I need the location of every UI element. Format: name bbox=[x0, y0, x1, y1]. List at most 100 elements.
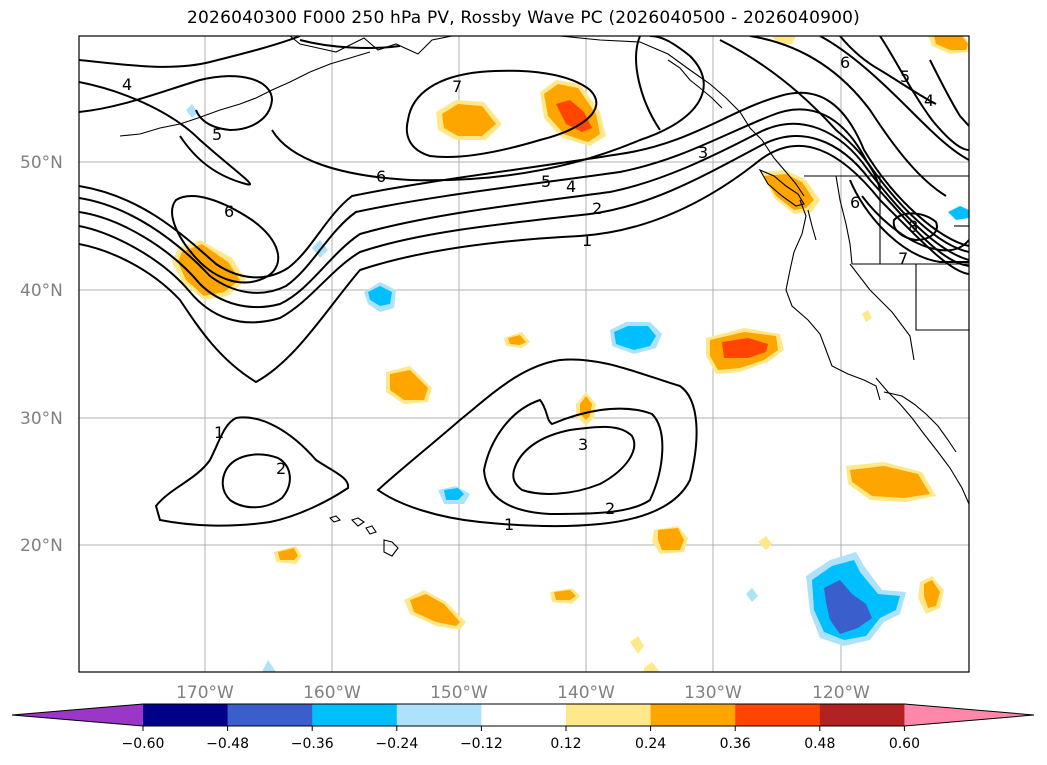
contour-label: 1 bbox=[214, 423, 224, 442]
contour-label: 2 bbox=[605, 499, 615, 518]
lat-label-40n: 40°N bbox=[20, 281, 63, 301]
colorbar-segment bbox=[227, 704, 313, 726]
contour-5-northwest bbox=[79, 75, 274, 132]
contour-6-east bbox=[849, 179, 969, 263]
contour-6-loop-west bbox=[171, 195, 280, 284]
contour-5-northeast bbox=[879, 36, 969, 151]
contour-label: 2 bbox=[592, 199, 602, 218]
colorbar-segment bbox=[650, 704, 736, 726]
contour-1-north bbox=[79, 144, 969, 384]
contour-label: 6 bbox=[224, 202, 234, 221]
colorbar-segment bbox=[735, 704, 821, 726]
positive-anomaly-blob bbox=[846, 462, 936, 502]
contour-label: 3 bbox=[698, 143, 708, 162]
lon-label-170w: 170°W bbox=[176, 683, 234, 703]
contour-label: 5 bbox=[900, 67, 910, 86]
contour-1-south bbox=[376, 358, 698, 528]
contour-label: 7 bbox=[452, 77, 462, 96]
positive-anomaly-blob bbox=[386, 366, 432, 404]
colorbar-tick-label: 0.48 bbox=[804, 736, 835, 752]
coastlines bbox=[119, 36, 969, 557]
negative-anomaly-blob bbox=[438, 486, 470, 504]
positive-anomaly-blob bbox=[928, 36, 969, 54]
colorbar-tick-label: −0.36 bbox=[291, 736, 334, 752]
contour-labels: 4 5 7 6 6 5 4 3 2 1 6 5 4 6 8 7 1 2 3 2 … bbox=[122, 53, 934, 534]
contour-4-top bbox=[299, 39, 401, 49]
negative-anomaly-blob bbox=[806, 552, 906, 646]
contour-1-south-west bbox=[154, 416, 350, 527]
map-area bbox=[79, 36, 969, 672]
contour-label: 5 bbox=[541, 172, 551, 191]
pv-anomaly-shading bbox=[172, 36, 969, 672]
colorbar-extend-min bbox=[12, 704, 143, 726]
negative-anomaly-blob bbox=[364, 282, 396, 312]
lon-label-120w: 120°W bbox=[812, 683, 870, 703]
contour-label: 4 bbox=[122, 75, 132, 94]
contour-label: 5 bbox=[212, 125, 222, 144]
contour-4-northwest bbox=[79, 36, 301, 68]
contour-2-south-west bbox=[221, 453, 291, 509]
colorbar-segment bbox=[819, 704, 905, 726]
contour-label: 7 bbox=[898, 249, 908, 268]
contour-label: 6 bbox=[376, 167, 386, 186]
colorbar-segment bbox=[566, 704, 652, 726]
colorbar-segment bbox=[143, 704, 229, 726]
positive-anomaly-blob bbox=[706, 328, 784, 374]
contour-2-north bbox=[79, 135, 969, 324]
colorbar-segment bbox=[396, 704, 482, 726]
contour-4-northeast bbox=[929, 59, 969, 127]
contour-label: 1 bbox=[504, 515, 514, 534]
map-title: 2026040300 F000 250 hPa PV, Rossby Wave … bbox=[187, 8, 860, 28]
positive-anomaly-blob bbox=[436, 100, 502, 140]
colorbar-tick-label: −0.48 bbox=[206, 736, 249, 752]
contour-5-north bbox=[79, 91, 969, 279]
positive-anomaly-blob bbox=[918, 576, 944, 614]
contour-label: 6 bbox=[850, 193, 860, 212]
colorbar: −0.60 −0.48 −0.36 −0.24 −0.12 0.12 0.24 0.36 0.4… bbox=[11, 703, 1035, 752]
positive-anomaly-blob bbox=[652, 526, 688, 554]
contour-7-loop bbox=[405, 69, 598, 159]
contour-label: 2 bbox=[276, 459, 286, 478]
latitude-labels: 50°N 40°N 30°N 20°N bbox=[20, 153, 63, 556]
contour-3-north bbox=[79, 122, 969, 308]
contour-label: 1 bbox=[582, 231, 592, 250]
lon-label-150w: 150°W bbox=[430, 683, 488, 703]
contour-4-north bbox=[79, 108, 969, 294]
positive-anomaly-blob bbox=[762, 170, 820, 214]
lat-label-30n: 30°N bbox=[20, 409, 63, 429]
positive-anomaly-blob bbox=[550, 588, 580, 604]
colorbar-tick-label: 0.12 bbox=[550, 736, 581, 752]
lat-label-50n: 50°N bbox=[20, 153, 63, 173]
contour-label: 4 bbox=[924, 91, 934, 110]
contour-label: 6 bbox=[840, 53, 850, 72]
contour-label: 3 bbox=[578, 435, 588, 454]
colorbar-tick-label: −0.12 bbox=[460, 736, 503, 752]
lon-label-130w: 130°W bbox=[684, 683, 742, 703]
contour-3-south bbox=[512, 425, 636, 495]
colorbar-tick-label: −0.24 bbox=[375, 736, 418, 752]
positive-anomaly-blob bbox=[404, 590, 466, 630]
colorbar-segment bbox=[481, 704, 567, 726]
colorbar-tick-label: −0.60 bbox=[122, 736, 165, 752]
positive-anomaly-blob bbox=[540, 80, 606, 146]
positive-anomaly-blob bbox=[274, 546, 302, 564]
contour-7-east bbox=[861, 195, 969, 252]
colorbar-segment bbox=[312, 704, 398, 726]
contour-6-north bbox=[79, 36, 705, 186]
lat-label-20n: 20°N bbox=[20, 536, 63, 556]
contour-label: 8 bbox=[908, 217, 918, 236]
map-border bbox=[78, 35, 970, 673]
lon-label-160w: 160°W bbox=[303, 683, 361, 703]
positive-anomaly-blob bbox=[504, 332, 530, 348]
colorbar-extend-max bbox=[904, 704, 1034, 726]
contour-6-northeast bbox=[839, 36, 937, 105]
contour-2-south bbox=[482, 398, 664, 516]
colorbar-tick-label: 0.36 bbox=[720, 736, 751, 752]
lon-label-140w: 140°W bbox=[557, 683, 615, 703]
colorbar-tick-label: 0.60 bbox=[889, 736, 920, 752]
negative-anomaly-blob bbox=[610, 322, 662, 354]
contour-east-ridge bbox=[635, 36, 969, 197]
pv-contours bbox=[79, 36, 969, 528]
positive-anomaly-blob bbox=[630, 310, 872, 672]
